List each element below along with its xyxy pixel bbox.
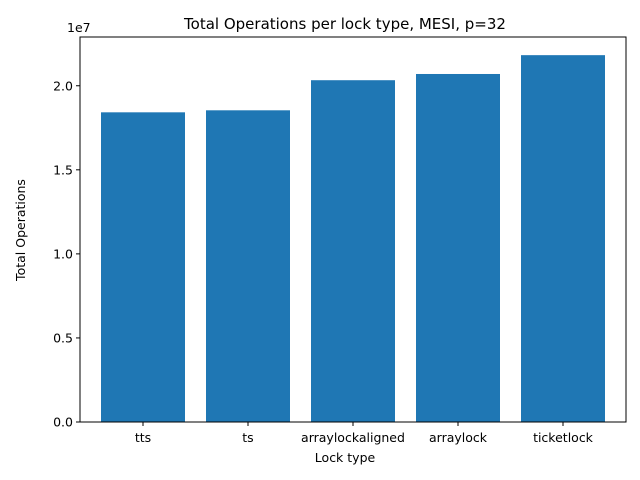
y-axis-label: Total Operations xyxy=(13,179,28,282)
x-axis-label: Lock type xyxy=(315,450,376,465)
x-tick-label: arraylockaligned xyxy=(301,430,405,445)
plot-frame xyxy=(79,36,627,423)
y-tick-label: 1.0 xyxy=(53,246,73,261)
x-tick-label: tts xyxy=(135,430,151,445)
bars-group xyxy=(101,55,605,423)
bar-ticketlock xyxy=(521,55,605,423)
x-tick-label: arraylock xyxy=(429,430,488,445)
y-axis-ticks: 0.0 0.5 1.0 1.5 2.0 xyxy=(53,78,80,430)
bar-tts xyxy=(101,112,185,422)
y-offset-label: 1e7 xyxy=(67,20,91,35)
bar-arraylock xyxy=(416,73,500,422)
x-axis-ticks: tts ts arraylockaligned arraylock ticketlock xyxy=(135,422,594,445)
x-tick-label: ticketlock xyxy=(533,430,594,445)
x-tick-label: ts xyxy=(242,430,253,445)
bar-arraylockaligned xyxy=(311,80,395,422)
y-tick-label: 1.5 xyxy=(53,162,73,177)
chart-title: Total Operations per lock type, MESI, p=… xyxy=(183,15,506,33)
y-tick-label: 0.5 xyxy=(53,330,73,345)
bar-ts xyxy=(206,110,290,423)
y-tick-label: 2.0 xyxy=(53,78,73,93)
y-tick-label: 0.0 xyxy=(53,415,73,430)
